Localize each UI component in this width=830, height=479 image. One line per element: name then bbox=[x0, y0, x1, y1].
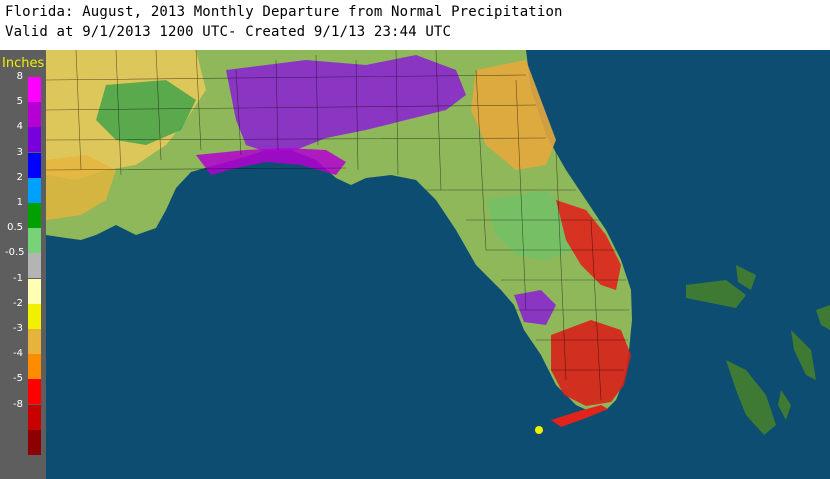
legend-swatch bbox=[28, 102, 41, 128]
map-header: Florida: August, 2013 Monthly Departure … bbox=[0, 0, 830, 50]
legend-swatch bbox=[28, 303, 41, 329]
legend-label: -0.5 bbox=[5, 247, 25, 259]
dry-tortugas bbox=[535, 426, 543, 434]
legend-label: -1 bbox=[13, 272, 23, 284]
legend-swatch bbox=[28, 329, 41, 354]
legend-swatch bbox=[28, 429, 41, 455]
county-boundaries bbox=[46, 50, 629, 401]
florida-keys bbox=[551, 405, 608, 427]
legend-swatch bbox=[28, 77, 41, 102]
legend-label: -5 bbox=[13, 373, 23, 385]
color-legend: Inches 8 5 4 3 2 1 0.5 -0.5 -1 -2 -3 -4 -5 -8 bbox=[0, 50, 46, 479]
legend-label: -8 bbox=[13, 398, 23, 410]
bahamas-islands bbox=[686, 265, 830, 435]
legend-label: 3 bbox=[16, 146, 23, 158]
legend-swatch bbox=[28, 127, 41, 153]
dry-region-southeast-coast bbox=[556, 200, 621, 290]
moist-region-west bbox=[96, 80, 196, 145]
legend-unit-label: Inches bbox=[2, 56, 45, 71]
legend-swatch bbox=[28, 404, 41, 430]
wet-band-north bbox=[226, 55, 466, 152]
map-subtitle: Valid at 9/1/2013 1200 UTC- Created 9/1/… bbox=[5, 24, 452, 40]
wet-band-coast bbox=[196, 148, 346, 175]
legend-label: 0.5 bbox=[7, 222, 23, 234]
moist-region-central bbox=[486, 190, 576, 260]
legend-label: 1 bbox=[16, 197, 23, 208]
legend-label: -4 bbox=[13, 348, 23, 360]
legend-swatch bbox=[28, 177, 41, 203]
legend-swatch bbox=[28, 152, 41, 178]
legend-swatch bbox=[28, 354, 41, 380]
dry-region-northeast bbox=[471, 60, 556, 170]
dry-region-west bbox=[46, 155, 116, 220]
legend-swatch bbox=[28, 228, 41, 254]
legend-label: -3 bbox=[13, 323, 23, 334]
wet-spot-southwest bbox=[514, 290, 556, 325]
precipitation-map bbox=[46, 50, 830, 479]
legend-swatch bbox=[28, 379, 41, 405]
legend-label: -2 bbox=[13, 297, 23, 309]
legend-swatch bbox=[28, 253, 41, 279]
legend-label: 4 bbox=[16, 121, 23, 133]
legend-label: 8 bbox=[16, 71, 23, 82]
dry-region-south bbox=[551, 320, 631, 406]
legend-swatch bbox=[28, 278, 41, 304]
legend-label: 2 bbox=[16, 171, 23, 183]
map-title: Florida: August, 2013 Monthly Departure … bbox=[5, 4, 563, 20]
map-canvas bbox=[46, 50, 830, 479]
legend-label: 5 bbox=[16, 96, 23, 108]
legend-swatch bbox=[28, 203, 41, 228]
